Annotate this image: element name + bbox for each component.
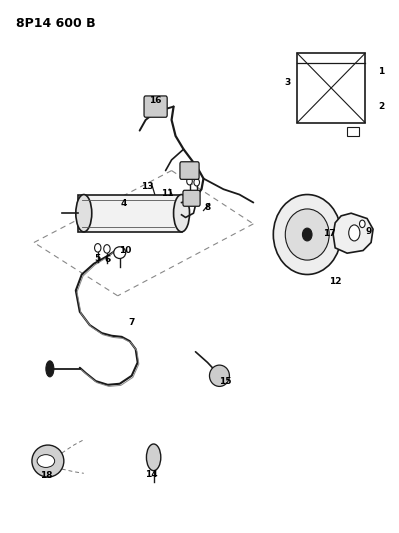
Ellipse shape xyxy=(76,195,92,232)
Ellipse shape xyxy=(187,177,192,185)
Text: 1: 1 xyxy=(378,68,384,76)
Ellipse shape xyxy=(209,365,229,386)
Ellipse shape xyxy=(302,228,312,241)
Text: 8P14 600 B: 8P14 600 B xyxy=(16,17,96,30)
FancyBboxPatch shape xyxy=(144,96,167,117)
Text: 10: 10 xyxy=(119,246,132,255)
Polygon shape xyxy=(333,213,373,253)
Text: 9: 9 xyxy=(366,228,372,236)
Ellipse shape xyxy=(114,247,126,259)
Text: 13: 13 xyxy=(141,182,154,191)
Ellipse shape xyxy=(46,361,54,377)
Text: 18: 18 xyxy=(40,472,52,480)
Text: 8: 8 xyxy=(204,204,211,212)
Ellipse shape xyxy=(349,225,360,241)
Ellipse shape xyxy=(359,220,365,228)
Ellipse shape xyxy=(104,245,110,253)
Text: 11: 11 xyxy=(161,189,174,198)
Bar xyxy=(78,195,182,232)
Ellipse shape xyxy=(285,209,329,260)
Text: 6: 6 xyxy=(105,255,111,264)
Text: 7: 7 xyxy=(128,318,135,327)
Bar xyxy=(297,53,365,123)
Text: 16: 16 xyxy=(149,96,162,104)
Text: 12: 12 xyxy=(329,277,342,286)
Ellipse shape xyxy=(37,455,55,467)
Bar xyxy=(347,127,359,136)
Text: 15: 15 xyxy=(219,377,232,385)
Text: 17: 17 xyxy=(323,229,336,238)
Text: 5: 5 xyxy=(95,254,101,263)
Text: 4: 4 xyxy=(120,199,127,208)
Ellipse shape xyxy=(95,244,101,252)
Ellipse shape xyxy=(273,195,341,274)
Ellipse shape xyxy=(194,179,200,186)
FancyBboxPatch shape xyxy=(180,161,199,179)
Text: 2: 2 xyxy=(378,102,384,111)
Ellipse shape xyxy=(174,195,190,232)
Ellipse shape xyxy=(146,444,161,471)
FancyBboxPatch shape xyxy=(183,190,200,206)
Ellipse shape xyxy=(32,445,64,477)
Text: 14: 14 xyxy=(145,470,158,479)
Text: 3: 3 xyxy=(284,78,290,87)
